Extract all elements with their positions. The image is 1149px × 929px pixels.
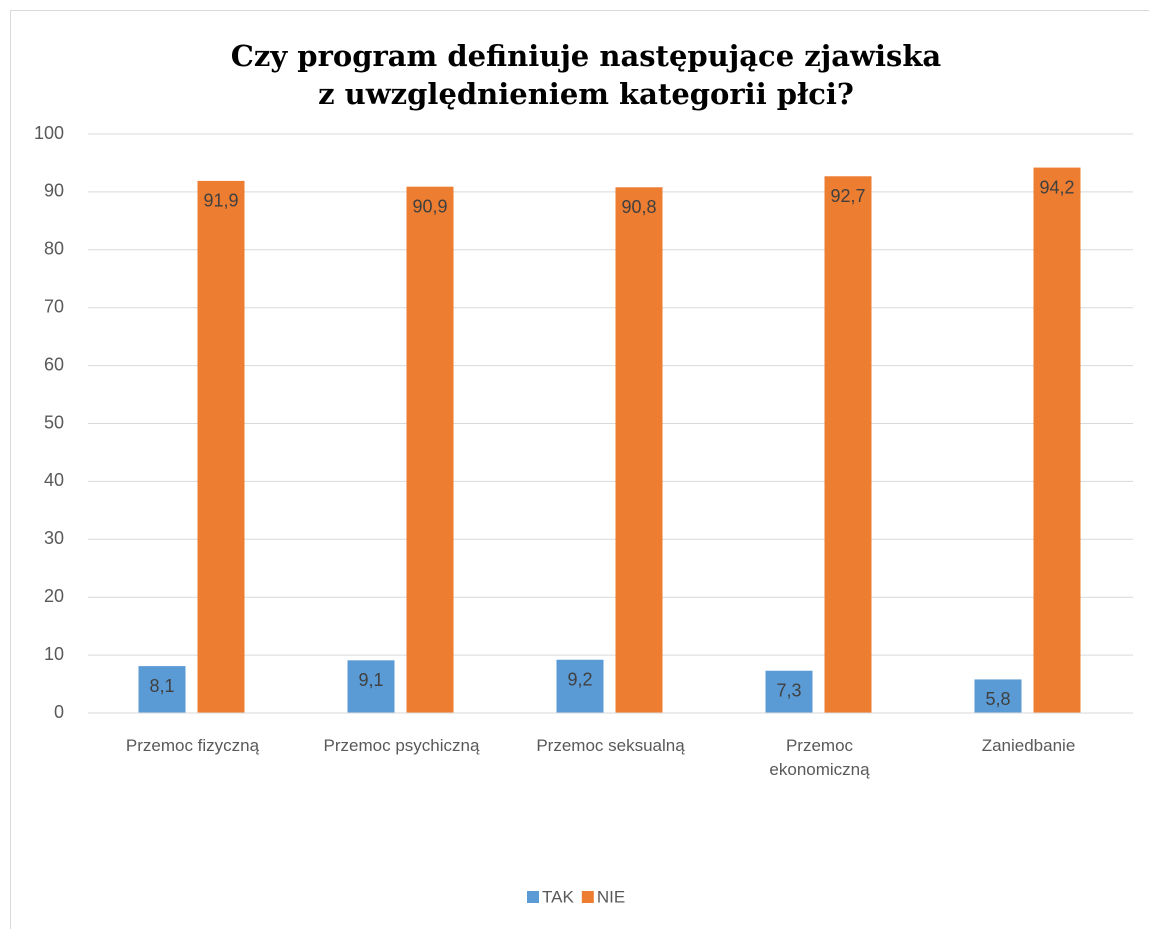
data-label: 92,7 — [830, 186, 865, 206]
data-label: 90,9 — [412, 196, 447, 216]
data-label: 9,2 — [567, 669, 592, 689]
bar — [824, 176, 872, 714]
bar — [197, 180, 245, 714]
y-tick-label: 0 — [54, 702, 64, 722]
y-tick-label: 70 — [44, 296, 64, 316]
y-tick-label: 80 — [44, 239, 64, 259]
legend-label: TAK — [542, 887, 574, 906]
bar — [615, 187, 663, 713]
data-label: 9,1 — [358, 670, 383, 690]
bar — [974, 679, 1022, 713]
data-label: 94,2 — [1039, 177, 1074, 197]
bar — [347, 660, 395, 713]
bar — [765, 670, 813, 713]
y-tick-label: 40 — [44, 470, 64, 490]
data-label: 90,8 — [621, 197, 656, 217]
y-tick-label: 100 — [34, 123, 64, 143]
y-tick-label: 90 — [44, 181, 64, 201]
bar — [138, 666, 186, 713]
x-tick-label: Przemoc fizyczną — [125, 736, 260, 755]
x-tick-label: Przemoc psychiczną — [323, 736, 480, 755]
legend-swatch — [527, 891, 539, 903]
chart-title: Czy program definiuje następujące zjawis… — [231, 39, 942, 73]
x-tick-label: Przemoc seksualną — [536, 736, 685, 755]
data-label: 91,9 — [203, 191, 238, 211]
bar — [556, 659, 604, 713]
y-tick-label: 30 — [44, 528, 64, 548]
x-tick-label: Zaniedbanie — [981, 736, 1076, 755]
data-label: 8,1 — [149, 676, 174, 696]
y-tick-label: 50 — [44, 412, 64, 432]
y-tick-label: 10 — [44, 644, 64, 664]
y-tick-label: 20 — [44, 586, 64, 606]
data-label: 7,3 — [776, 680, 801, 700]
legend-label: NIE — [597, 887, 625, 906]
chart-title: z uwzględnieniem kategorii płci? — [318, 77, 854, 111]
y-tick-label: 60 — [44, 354, 64, 374]
bar — [406, 186, 454, 714]
x-tick-label: Przemoc ekonomiczną — [769, 736, 870, 779]
data-label: 5,8 — [985, 689, 1010, 709]
legend-swatch — [581, 891, 594, 903]
bar — [1033, 167, 1081, 713]
chart-border — [10, 10, 1149, 929]
